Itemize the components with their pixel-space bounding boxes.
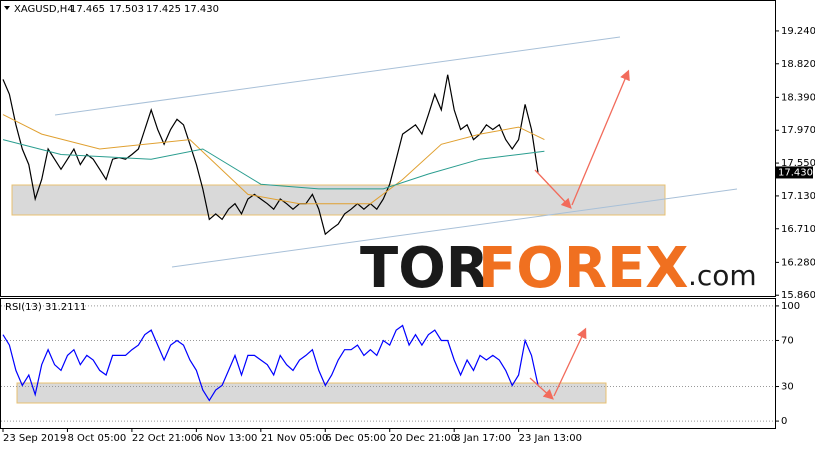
series-line bbox=[2, 74, 539, 236]
y-tick-label: 16.710 bbox=[781, 224, 815, 235]
y-tick-label: 16.280 bbox=[781, 257, 815, 268]
rsi-arrow bbox=[553, 327, 587, 397]
menu-icon bbox=[4, 6, 10, 10]
quote-low: 17.425 bbox=[146, 4, 181, 15]
y-tick-label: 18.390 bbox=[781, 92, 815, 103]
channel-top bbox=[54, 36, 621, 116]
quote-high: 17.503 bbox=[109, 4, 144, 15]
rsi-title: RSI(13) 31.2111 bbox=[5, 302, 86, 313]
x-tick-label: 6 Nov 13:00 bbox=[196, 433, 257, 444]
x-tick-label: 6 Dec 05:00 bbox=[325, 433, 386, 444]
x-tick-label: 21 Nov 05:00 bbox=[261, 433, 328, 444]
forecast-arrow bbox=[534, 169, 572, 209]
y-tick-label: 100 bbox=[781, 301, 800, 312]
x-tick-label: 23 Sep 2019 bbox=[3, 433, 66, 444]
x-tick-label: 8 Jan 17:00 bbox=[454, 433, 511, 444]
watermark-forex: FOREX bbox=[478, 236, 688, 301]
series-line bbox=[2, 324, 539, 402]
y-tick-label: 0 bbox=[781, 416, 787, 427]
last-price-box bbox=[776, 166, 813, 179]
channel-bottom bbox=[171, 188, 738, 268]
rsi-panel bbox=[0, 298, 776, 429]
watermark: TOR FOREX .com bbox=[360, 236, 757, 301]
symbol: XAGUSD,H4 bbox=[14, 4, 74, 15]
series-line bbox=[2, 114, 545, 205]
price-panel bbox=[0, 0, 776, 297]
y-tick-label: 17.550 bbox=[781, 158, 815, 169]
rsi-zone bbox=[16, 382, 607, 404]
rsi-arrow bbox=[529, 377, 554, 400]
y-tick-label: 18.820 bbox=[781, 59, 815, 70]
y-tick-label: 19.240 bbox=[781, 26, 815, 37]
quote-close: 17.430 bbox=[184, 4, 219, 15]
quote-open: 17.465 bbox=[70, 4, 105, 15]
series-line bbox=[2, 139, 545, 190]
last-price-label: 17.430 bbox=[778, 167, 813, 178]
x-tick-label: 8 Oct 05:00 bbox=[67, 433, 126, 444]
y-tick-label: 17.130 bbox=[781, 191, 815, 202]
x-tick-label: 22 Oct 21:00 bbox=[132, 433, 197, 444]
y-tick-label: 15.860 bbox=[781, 290, 815, 301]
forecast-arrow bbox=[571, 69, 630, 206]
x-tick-label: 20 Dec 21:00 bbox=[390, 433, 457, 444]
y-tick-label: 17.970 bbox=[781, 125, 815, 136]
watermark-com: .com bbox=[688, 259, 757, 292]
support-zone bbox=[11, 184, 666, 216]
x-tick-label: 23 Jan 13:00 bbox=[519, 433, 582, 444]
watermark-tor: TOR bbox=[360, 236, 489, 301]
y-tick-label: 70 bbox=[781, 335, 794, 346]
y-tick-label: 30 bbox=[781, 382, 794, 393]
